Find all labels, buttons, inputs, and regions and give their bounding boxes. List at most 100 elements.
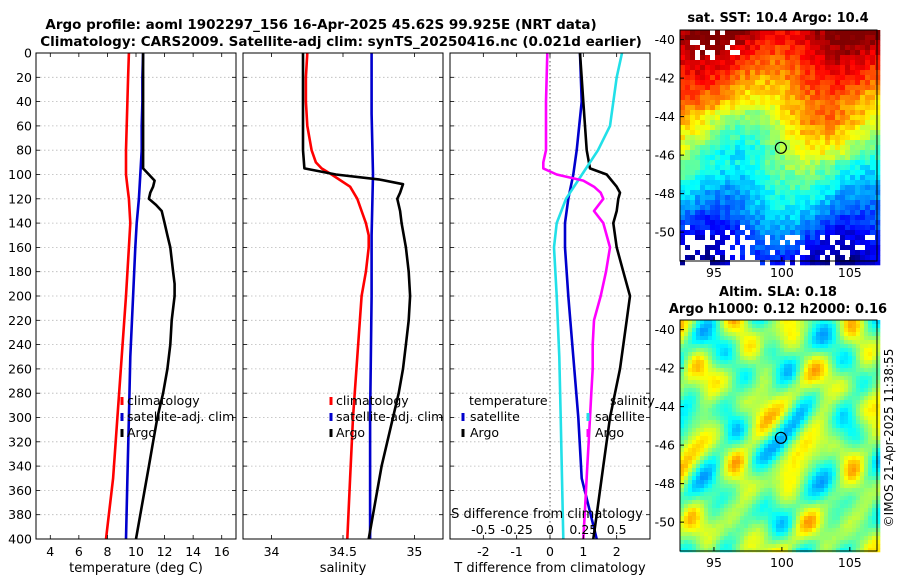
depth-tick-label: 220 xyxy=(8,313,32,328)
depth-tick-label: 140 xyxy=(8,216,32,231)
argo-position-marker xyxy=(774,141,787,154)
x-tick-label: 35 xyxy=(406,544,422,559)
series-line-climatology xyxy=(304,52,371,540)
map-x-tick-label: 100 xyxy=(770,265,794,280)
top-tick-label: -0.5 xyxy=(471,522,495,537)
map-x-tick-label: 95 xyxy=(706,555,722,570)
top-tick-label: -0.25 xyxy=(500,522,532,537)
series-line-s-satellite xyxy=(552,52,624,540)
difference-panel: -2 -1 0 1 2 T difference from climatology temp… xyxy=(449,52,655,576)
depth-tick-label: 80 xyxy=(16,143,32,158)
x-tick-label: 16 xyxy=(214,544,230,559)
x-tick-label: 6 xyxy=(75,544,83,559)
depth-tick-label: 300 xyxy=(8,410,32,425)
top-tick-label: 0.5 xyxy=(607,522,627,537)
series-line-satellite-adj-clim xyxy=(368,53,375,539)
sst-map-title: sat. SST: 10.4 Argo: 10.4 xyxy=(687,11,868,26)
map-y-tick-label: -48 xyxy=(655,476,675,491)
depth-tick-label: 20 xyxy=(16,70,32,85)
x-tick-label: -2 xyxy=(477,544,489,559)
map-x-tick-label: 105 xyxy=(838,555,862,570)
legend-label: Argo xyxy=(470,425,499,440)
imos-credit: ©IMOS 21-Apr-2025 11:38:55 xyxy=(882,349,896,528)
x-tick-label: 0 xyxy=(546,544,554,559)
map-y-tick-label: -42 xyxy=(655,71,675,86)
legend-label: satellite-adj. clim xyxy=(336,409,443,424)
depth-tick-label: 380 xyxy=(8,507,32,522)
sla-map-panel: Altim. SLA: 0.18 Argo h1000: 0.12 h2000:… xyxy=(655,285,888,570)
series-line-s-argo xyxy=(541,52,612,540)
figure-title-line1: Argo profile: aoml 1902297_156 16-Apr-20… xyxy=(45,17,596,33)
map-y-tick-label: -42 xyxy=(655,361,675,376)
x-tick-label: -1 xyxy=(510,544,522,559)
top-axis-label: S difference from climatology xyxy=(451,507,643,522)
argo-position-marker xyxy=(774,431,787,444)
legend-label: Argo xyxy=(595,425,624,440)
x-tick-label: 34 xyxy=(264,544,280,559)
series-line-argo xyxy=(301,53,412,540)
depth-tick-label: 200 xyxy=(8,289,32,304)
legend-label: Argo xyxy=(127,425,156,440)
map-x-tick-label: 95 xyxy=(706,265,722,280)
x-axis-label: salinity xyxy=(320,561,367,576)
map-y-tick-label: -44 xyxy=(655,109,675,124)
x-tick-label: 8 xyxy=(103,544,111,559)
map-field xyxy=(680,320,881,553)
map-y-tick-label: -46 xyxy=(655,438,675,453)
top-tick-label: 0 xyxy=(546,522,554,537)
legend-label: satellite-adj. clim xyxy=(127,409,234,424)
x-tick-label: 34.5 xyxy=(329,544,357,559)
x-tick-label: 4 xyxy=(46,544,54,559)
map-y-tick-label: -40 xyxy=(655,322,675,337)
map-frame xyxy=(679,29,878,262)
legend-label: satellite xyxy=(470,409,520,424)
legend-label: climatology xyxy=(127,393,200,408)
series-line-t-satellite xyxy=(563,52,598,540)
depth-tick-label: 60 xyxy=(16,118,32,133)
legend-title-salinity: salinity xyxy=(610,393,655,408)
depth-tick-label: 100 xyxy=(8,167,32,182)
figure-title-line2: Climatology: CARS2009. Satellite-adj cli… xyxy=(40,34,642,50)
map-y-tick-label: -40 xyxy=(655,32,675,47)
map-y-tick-label: -50 xyxy=(655,515,675,530)
depth-tick-label: 260 xyxy=(8,361,32,376)
top-tick-label: 0.25 xyxy=(569,522,597,537)
depth-tick-label: 40 xyxy=(16,94,32,109)
depth-tick-label: 360 xyxy=(8,483,32,498)
depth-tick-label: 160 xyxy=(8,240,32,255)
depth-tick-label: 280 xyxy=(8,386,32,401)
x-tick-label: 14 xyxy=(185,544,201,559)
legend-label: satellite xyxy=(595,409,645,424)
series-line-t-argo xyxy=(578,52,632,540)
x-axis-label: temperature (deg C) xyxy=(69,561,203,576)
legend-label: climatology xyxy=(336,393,409,408)
legend-title-temperature: temperature xyxy=(469,393,548,408)
x-tick-label: 10 xyxy=(128,544,144,559)
depth-tick-label: 0 xyxy=(24,46,32,61)
depth-tick-label: 320 xyxy=(8,434,32,449)
sla-map-title-line1: Altim. SLA: 0.18 xyxy=(719,285,837,300)
x-tick-label: 12 xyxy=(157,544,173,559)
x-tick-label: 2 xyxy=(613,544,621,559)
sst-map-panel: sat. SST: 10.4 Argo: 10.4 95 100 105 -40 -42… xyxy=(655,11,881,280)
map-y-tick-label: -46 xyxy=(655,148,675,163)
x-tick-label: 1 xyxy=(579,544,587,559)
map-y-tick-label: -50 xyxy=(655,225,675,240)
map-y-tick-label: -44 xyxy=(655,399,675,414)
depth-tick-label: 180 xyxy=(8,264,32,279)
map-field xyxy=(680,30,881,266)
salinity-panel: 34 34.5 35 salinity climatologysatellite-adj… xyxy=(242,52,444,576)
temperature-panel: 4 6 8 10 12 14 16 temperature (deg C) 0 20 40 60 80 1… xyxy=(8,46,237,576)
legend-label: Argo xyxy=(336,425,365,440)
map-frame xyxy=(679,319,878,552)
depth-tick-label: 340 xyxy=(8,459,32,474)
x-axis-label: T difference from climatology xyxy=(453,561,646,576)
depth-tick-label: 240 xyxy=(8,337,32,352)
depth-tick-label: 400 xyxy=(8,532,32,547)
sla-map-title-line2: Argo h1000: 0.12 h2000: 0.16 xyxy=(669,302,887,317)
map-y-tick-label: -48 xyxy=(655,186,675,201)
depth-tick-label: 120 xyxy=(8,191,32,206)
map-x-tick-label: 105 xyxy=(838,265,862,280)
series-line-argo xyxy=(134,53,176,540)
